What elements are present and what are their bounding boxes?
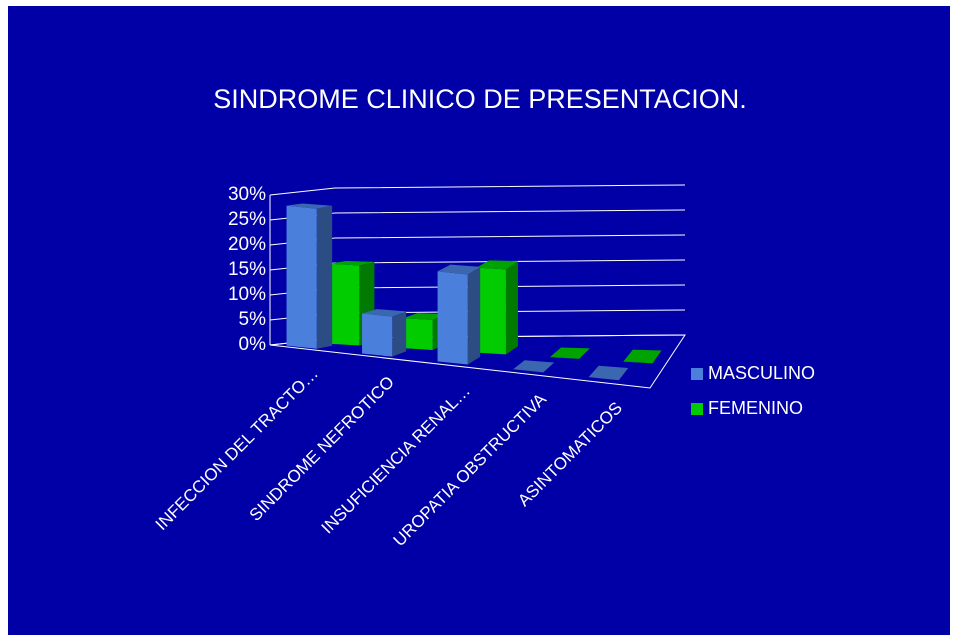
bar-front (330, 263, 360, 346)
legend-label: MASCULINO (708, 363, 815, 383)
bar-side (316, 205, 333, 349)
bar-top (513, 360, 555, 373)
bar (362, 309, 407, 357)
bar (549, 347, 590, 359)
bar (588, 365, 629, 381)
bar-top (437, 264, 481, 275)
bar (437, 264, 481, 365)
bar-side (467, 266, 481, 365)
legend-label: FEMENINO (708, 398, 803, 418)
bar-top (330, 261, 375, 266)
grid-line (269, 184, 686, 196)
y-tick-label: 5% (239, 309, 267, 330)
bar-front (476, 267, 506, 355)
bar-top (623, 349, 662, 364)
y-tick-label: 0% (239, 334, 267, 355)
y-tick-label: 25% (228, 209, 266, 230)
bar (623, 349, 662, 364)
y-tick-label: 15% (228, 259, 266, 280)
bar-side (392, 311, 407, 357)
bar-front (403, 318, 433, 350)
bar-front (286, 205, 317, 349)
bar-top (286, 203, 333, 209)
bar (403, 313, 447, 350)
bar-top (549, 347, 590, 359)
bar (286, 203, 333, 349)
bar-front (362, 313, 393, 357)
legend-swatch (691, 368, 703, 380)
bar-front (437, 271, 468, 365)
bar (513, 360, 555, 373)
y-tick-label: 20% (228, 234, 266, 255)
legend-swatch (691, 403, 703, 415)
bar-top (588, 365, 629, 381)
y-tick-label: 30% (228, 184, 266, 205)
bar-top (403, 313, 447, 320)
chart-title: SINDROME CLINICO DE PRESENTACION. (213, 84, 747, 114)
bar-top (476, 260, 518, 270)
bar (476, 260, 518, 355)
bar-top (362, 309, 407, 317)
bar-side (505, 261, 518, 355)
y-tick-label: 10% (228, 284, 266, 305)
